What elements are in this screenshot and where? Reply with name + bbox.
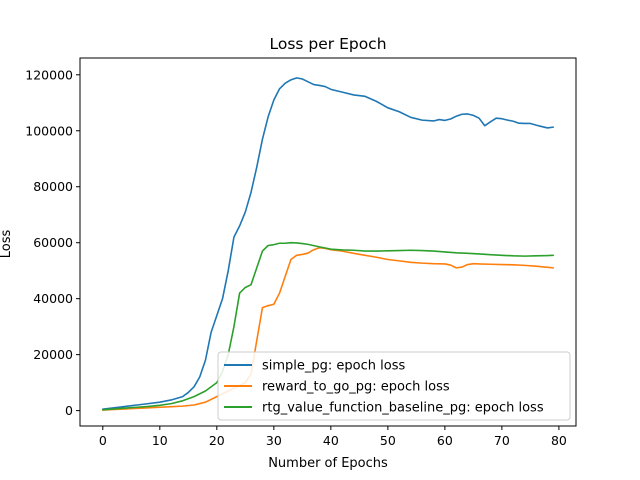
x-axis: 0 10 20 30 40 50 60 70 80 [99, 426, 567, 448]
x-tick-label: 20 [209, 433, 225, 448]
y-tick-label: 100000 [25, 123, 73, 138]
y-tick-label: 80000 [33, 179, 73, 194]
x-tick-label: 10 [152, 433, 168, 448]
legend-label-0: simple_pg: epoch loss [262, 359, 405, 374]
plot-area [79, 57, 577, 427]
x-tick-label: 0 [99, 433, 107, 448]
x-tick-label: 50 [380, 433, 396, 448]
x-tick-label: 80 [551, 433, 567, 448]
y-tick-label: 40000 [33, 291, 73, 306]
x-tick-label: 60 [437, 433, 453, 448]
series-line-1 [102, 246, 555, 411]
chart-title: Loss per Epoch [269, 35, 386, 53]
y-tick-label: 120000 [25, 67, 73, 82]
y-tick-label: 0 [65, 403, 73, 418]
plot-frame [79, 57, 577, 427]
x-tick-label: 30 [266, 433, 282, 448]
x-tick-label: 40 [323, 433, 339, 448]
legend: simple_pg: epoch loss reward_to_go_pg: ep… [217, 351, 571, 421]
y-tick-label: 60000 [33, 235, 73, 250]
series-line-2 [102, 241, 555, 411]
legend-label-1: reward_to_go_pg: epoch loss [262, 380, 450, 395]
legend-label-2: rtg_value_function_baseline_pg: epoch lo… [262, 401, 544, 416]
legend-box [217, 351, 571, 421]
x-tick-label: 70 [494, 433, 510, 448]
series-line-0 [102, 77, 555, 411]
y-tick-label: 20000 [33, 347, 73, 362]
y-axis: 0 20000 40000 60000 80000 100000 120000 [25, 67, 80, 418]
x-axis-label: Number of Epochs [268, 456, 388, 471]
y-axis-label: Loss [0, 230, 14, 259]
